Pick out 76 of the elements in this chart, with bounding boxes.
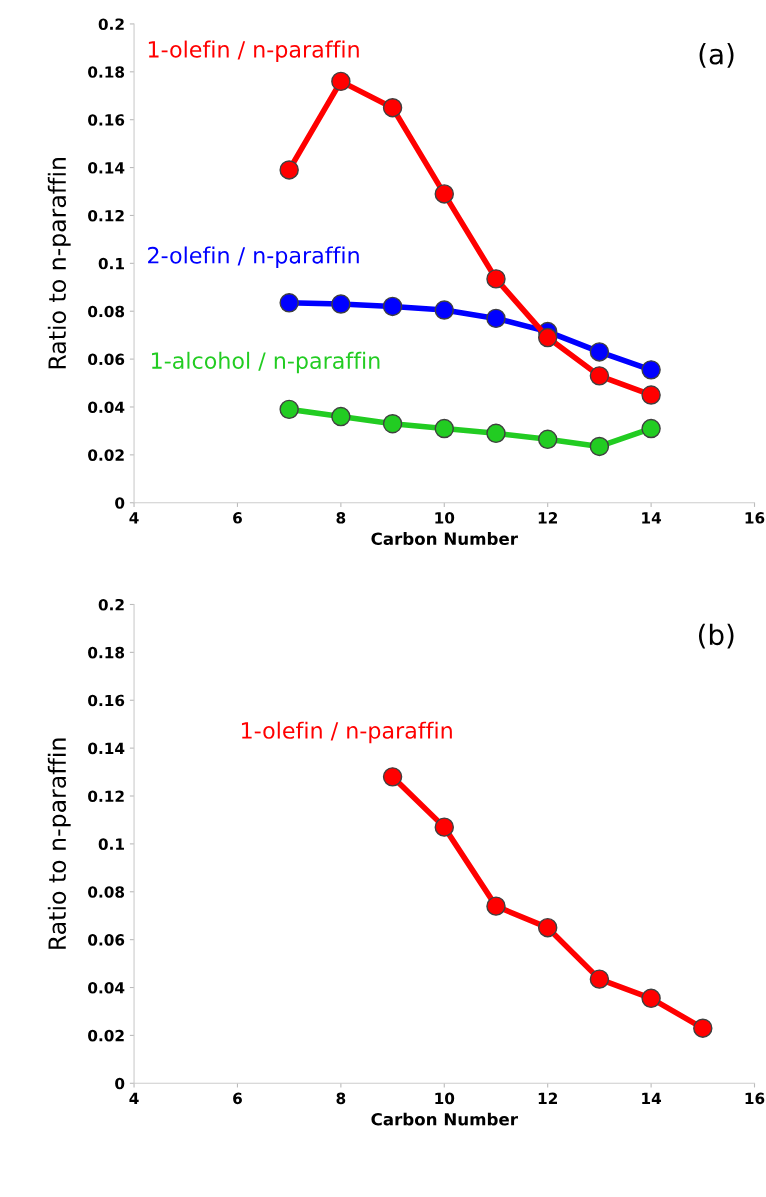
point bbox=[589, 342, 610, 362]
point bbox=[331, 406, 351, 427]
point bbox=[486, 423, 506, 444]
x-tick-label: 8 bbox=[336, 512, 346, 524]
series-label: 1-alcohol / n-paraffin bbox=[152, 351, 380, 374]
series-label: 1-olefin / n-paraffin bbox=[148, 40, 359, 63]
y-tick-label: 0.1 bbox=[98, 838, 124, 850]
point bbox=[279, 160, 299, 180]
point bbox=[589, 436, 610, 457]
y-tick-label: 0.2 bbox=[98, 598, 124, 611]
y-tick-label: 0.2 bbox=[98, 18, 124, 30]
point bbox=[434, 184, 455, 204]
y-tick-label: 0 bbox=[115, 1077, 125, 1090]
y-tick-label: 0.04 bbox=[88, 401, 125, 413]
x-tick-label: 10 bbox=[435, 1092, 455, 1105]
point bbox=[641, 360, 661, 380]
y-tick-label: 0.14 bbox=[88, 742, 125, 755]
x-tick-label: 12 bbox=[538, 512, 557, 524]
point bbox=[486, 896, 506, 916]
point bbox=[434, 418, 455, 439]
x-tick-label: 16 bbox=[745, 512, 765, 524]
y-tick-label: 0.12 bbox=[88, 209, 124, 222]
text: 1-olefin / n-paraffin bbox=[241, 721, 452, 744]
point bbox=[537, 327, 558, 348]
x-tick-label: 14 bbox=[642, 1092, 662, 1104]
x-axis-title: Carbon Number bbox=[371, 1112, 518, 1126]
point bbox=[434, 817, 455, 837]
y-tick-label: 0.18 bbox=[88, 646, 125, 659]
y-tick-label: 0.16 bbox=[88, 114, 125, 126]
point bbox=[486, 269, 506, 289]
y-tick-label: 0.02 bbox=[88, 449, 124, 461]
point bbox=[382, 414, 403, 434]
y-tick-label: 0.14 bbox=[88, 162, 125, 174]
annotation: (a) bbox=[699, 43, 734, 68]
point bbox=[693, 1018, 713, 1038]
y-tick-label: 0.12 bbox=[88, 790, 124, 803]
annotation: (b) bbox=[698, 623, 734, 649]
y-tick-label: 0.04 bbox=[88, 981, 125, 994]
point bbox=[486, 308, 506, 329]
point bbox=[641, 988, 661, 1009]
x-tick-label: 6 bbox=[233, 512, 242, 524]
point bbox=[589, 969, 610, 989]
y-tick-label: 0.18 bbox=[88, 66, 125, 78]
x-axis-title: Carbon Number bbox=[371, 532, 518, 546]
point bbox=[537, 917, 558, 938]
x-tick-label: 4 bbox=[129, 1092, 139, 1104]
x-tick-label: 16 bbox=[745, 1092, 765, 1105]
point bbox=[537, 429, 558, 450]
y-tick-label: 0.02 bbox=[88, 1029, 124, 1042]
point bbox=[279, 293, 299, 313]
y-axis-title: Ratio to n-paraffin bbox=[47, 738, 71, 949]
point bbox=[331, 71, 351, 92]
x-tick-label: 12 bbox=[538, 1092, 557, 1104]
point bbox=[382, 767, 403, 787]
y-tick-label: 0.06 bbox=[88, 934, 125, 946]
point bbox=[434, 300, 455, 320]
y-axis-title: Ratio to n-paraffin bbox=[47, 158, 71, 369]
x-tick-label: 6 bbox=[233, 1092, 242, 1105]
point bbox=[641, 418, 661, 439]
series-label: 2-olefin / n-paraffin bbox=[148, 246, 359, 268]
point bbox=[331, 294, 351, 314]
y-tick-label: 0.06 bbox=[88, 353, 125, 366]
x-tick-label: 8 bbox=[336, 1092, 346, 1105]
y-tick-label: 0.1 bbox=[98, 257, 124, 270]
y-tick-label: 0.08 bbox=[88, 305, 125, 318]
point bbox=[641, 385, 661, 405]
point bbox=[382, 98, 403, 118]
point bbox=[589, 366, 610, 386]
y-tick-label: 0 bbox=[115, 497, 125, 509]
y-tick-label: 0.08 bbox=[88, 886, 125, 898]
point bbox=[382, 296, 403, 317]
x-tick-label: 4 bbox=[129, 512, 139, 524]
y-tick-label: 0.16 bbox=[88, 694, 125, 707]
point bbox=[279, 399, 299, 420]
x-tick-label: 10 bbox=[435, 512, 455, 524]
x-tick-label: 14 bbox=[642, 512, 662, 524]
